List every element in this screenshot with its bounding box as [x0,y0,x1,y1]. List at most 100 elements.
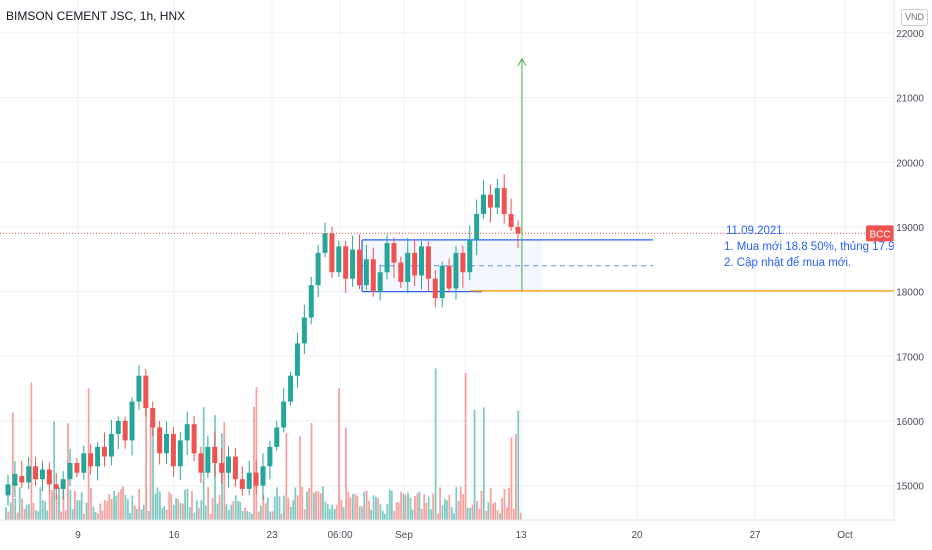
price-tick-label: 20000 [896,158,924,169]
currency-badge[interactable]: VND [901,9,928,26]
volume-bar [434,368,437,520]
volume-bar [473,409,476,520]
candle-body [294,343,300,376]
volume-bar [16,512,19,520]
candle-body [33,466,39,480]
volume-bar [471,504,474,520]
candle-body [439,265,445,299]
volume-bar [375,496,377,520]
volume-bar [44,501,47,520]
volume-bar [255,386,258,520]
volume-bar [96,513,99,520]
volume-bar [455,487,458,520]
candle-body [515,226,521,234]
volume-bar [241,511,244,520]
volume-bar [55,494,58,520]
volume-bar [101,510,104,520]
volume-bar [487,501,490,520]
volume-bar [423,494,426,520]
volume-bar [244,507,246,520]
volume-bar [21,498,23,520]
volume-bar [11,412,14,520]
volume-bar [388,489,391,520]
volume-bar [120,489,122,520]
volume-bar [395,501,398,520]
volume-bar [283,495,285,520]
candle-body [308,285,314,318]
volume-bar [266,497,269,520]
note-text-line: 11.09.2021 [726,225,783,237]
price-axis: 15000 16000 17000 18000 19000 20000 21000 22000 [893,0,932,550]
volume-bar [131,495,134,520]
volume-bar [340,499,343,520]
volume-bar [301,486,304,520]
candle-body [363,259,369,286]
volume-bar [197,507,200,520]
volume-bar [23,509,26,520]
candle-body [432,278,438,299]
volume-bar [223,422,226,520]
candle-body [212,446,218,464]
volume-bar [117,492,120,520]
volume-bar [30,382,33,520]
candle-body [88,453,94,467]
price-tick-label: 18000 [896,288,924,299]
candle-body [315,252,321,286]
volume-bar [386,504,389,520]
price-tick-label: 17000 [896,352,924,363]
volume-bar [147,511,150,520]
candle-body [5,484,11,496]
candle-body [19,475,25,483]
volume-bar [278,496,281,520]
volume-bar [9,502,12,520]
volume-bar [326,503,329,520]
candle-body [398,262,404,282]
volume-bar [41,500,44,520]
volume-bar [142,504,145,520]
volume-bar [492,503,495,520]
volume-bar [108,494,111,520]
volume-bar [452,513,455,520]
volume-bar [404,495,407,520]
volume-bar [496,510,499,520]
volume-bar [425,502,428,520]
volume-bar [92,506,95,520]
candle-body [177,440,183,467]
candle-body [129,401,135,441]
candle-body [412,252,418,276]
volume-bar [299,435,302,520]
candle-body [67,463,73,480]
volume-bar [53,421,56,520]
volume-bar [138,488,141,520]
volume-bar [149,424,152,520]
volume-bar [482,407,485,520]
volume-bar [519,512,522,520]
candle-body [26,466,32,483]
volume-bar [469,507,471,520]
note-text-line: 1. Mua mới 18.8 50%, thủng 17.9 cắt [724,240,914,253]
volume-bar [349,497,352,520]
volume-bar [317,491,320,520]
volume-bar [230,504,233,520]
volume-bar [7,511,10,520]
candle-body [481,194,487,215]
volume-bar [28,504,30,520]
volume-bar [450,507,453,520]
candle-body [136,375,142,402]
time-tick-label: 06:00 [327,530,352,541]
candle-body [122,420,128,441]
time-tick-label: Oct [837,530,853,541]
candle-body [260,466,266,486]
candle-body [446,265,452,289]
candle-body [487,194,493,208]
volume-bar [361,506,364,520]
volume-bar [276,487,278,520]
volume-bar [390,490,393,520]
volume-bar [191,491,193,520]
volume-bar [315,491,317,520]
candle-body [453,252,459,289]
candle-body [350,249,356,279]
volume-bar [384,513,386,520]
volume-bar [411,509,414,520]
